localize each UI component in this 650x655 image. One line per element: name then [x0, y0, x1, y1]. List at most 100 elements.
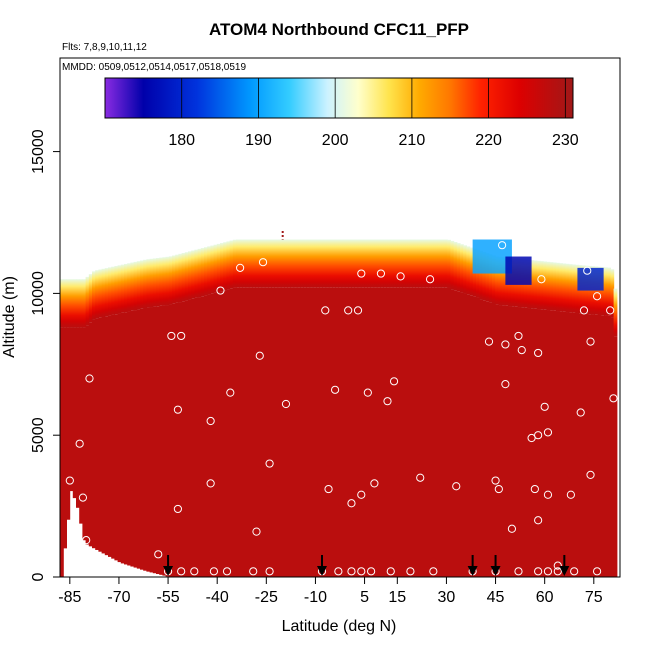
heat-cell-upper: [604, 267, 608, 316]
heat-cell-upper: [117, 265, 122, 314]
heat-cell-body: [572, 312, 576, 577]
heat-cell-upper: [252, 239, 256, 288]
heat-cell-upper: [280, 239, 285, 288]
heat-cell-upper: [482, 251, 487, 301]
colorbar-tick-label: 220: [475, 132, 502, 149]
heat-cell-body: [424, 287, 429, 577]
heat-cell-upper: [469, 247, 474, 296]
heat-cell-body: [389, 287, 394, 577]
heat-cell-upper: [60, 279, 64, 328]
heat-cell-body: [357, 287, 362, 577]
heat-cell-upper: [501, 257, 506, 306]
heat-cell-body: [380, 287, 384, 577]
heat-cell-upper: [124, 263, 128, 313]
heat-cell-body: [568, 312, 573, 577]
heat-cell-body: [581, 313, 586, 577]
heat-cell-upper: [437, 239, 442, 288]
colorbar-gradient: [104, 77, 574, 119]
heat-cell-body: [412, 287, 416, 577]
heat-cell-upper: [338, 239, 343, 288]
heat-cell-upper: [277, 239, 282, 288]
flight-arrow-head: [490, 566, 501, 576]
sample-point: [543, 567, 553, 576]
heat-cell-upper: [136, 261, 141, 310]
heat-cell-upper: [98, 269, 103, 318]
heat-cell-upper: [344, 239, 349, 288]
heat-cell-body: [552, 310, 557, 577]
heat-cell-body: [264, 287, 269, 577]
heat-cell-body: [482, 300, 487, 577]
heat-cell-upper: [232, 239, 237, 288]
heat-cell-body: [197, 297, 202, 577]
heat-cell-body: [95, 318, 99, 550]
heat-cell-body: [88, 322, 93, 547]
sample-point: [586, 337, 595, 346]
heat-cell-body: [613, 336, 618, 577]
sample-point: [177, 331, 186, 341]
flight-arrow: [490, 555, 501, 576]
heat-cell-body: [325, 287, 330, 577]
heat-cell-body: [210, 293, 215, 577]
heat-cell-body: [450, 289, 455, 577]
heat-cell-body: [255, 287, 259, 577]
heat-cell-body: [293, 287, 298, 577]
sample-point: [514, 331, 523, 341]
heat-cell-body: [514, 306, 519, 577]
sample-point: [75, 439, 84, 448]
heat-cell-upper: [92, 271, 96, 320]
heat-cell-body: [354, 287, 359, 577]
x-tick-label: 5: [360, 589, 369, 606]
sample-points-layer: [65, 241, 618, 576]
heat-cell-body: [370, 287, 375, 577]
heat-cell-upper: [399, 239, 403, 288]
sample-point: [530, 484, 539, 494]
heat-cell-upper: [72, 279, 77, 328]
heat-cell-body: [322, 287, 327, 577]
heat-cell-body: [82, 327, 87, 541]
x-tick-label: -70: [107, 589, 130, 606]
heat-cell-upper: [460, 244, 464, 293]
sample-point: [249, 567, 258, 576]
heat-cell-body: [536, 309, 541, 577]
heat-cell-upper: [63, 279, 67, 328]
heat-cell-body: [498, 305, 503, 577]
heat-cell-body: [588, 314, 592, 577]
heat-cell-upper: [380, 239, 384, 288]
heat-cell-body: [456, 291, 461, 577]
heat-cell-upper: [130, 262, 135, 311]
heat-cell-body: [360, 287, 365, 577]
heat-cell-upper: [188, 251, 192, 300]
heat-cell-upper: [364, 239, 368, 288]
heat-cell-body: [261, 287, 266, 577]
heat-cell-body: [597, 314, 602, 577]
y-tick-label: 10000: [30, 271, 47, 316]
heat-cell-body: [428, 287, 432, 577]
heat-cell-body: [405, 287, 410, 577]
sample-point: [396, 272, 405, 281]
sample-point: [498, 241, 507, 250]
heat-cell-body: [69, 327, 74, 492]
heat-cell-body: [220, 291, 224, 577]
heat-cell-upper: [76, 279, 80, 328]
heat-cell-body: [277, 287, 282, 577]
heat-cell-upper: [95, 270, 99, 319]
heat-cell-body: [495, 304, 499, 577]
heat-cell-body: [594, 314, 599, 577]
heat-cell-upper: [386, 239, 391, 288]
heat-cell-body: [485, 301, 490, 577]
heat-cell-body: [191, 298, 195, 577]
heat-cell-upper: [543, 261, 547, 310]
heat-cell-body: [159, 305, 163, 575]
heat-cell-body: [114, 314, 119, 561]
heat-cell-upper: [415, 239, 419, 288]
heat-cell-body: [248, 287, 253, 577]
heat-cell-upper: [412, 239, 416, 288]
heat-cell-upper: [111, 266, 115, 315]
sample-point: [281, 399, 291, 409]
sample-point: [534, 431, 543, 440]
heat-cell-upper: [357, 239, 362, 288]
x-tick-label: -10: [304, 589, 327, 606]
heat-cell-upper: [402, 239, 407, 288]
heat-cell-upper: [284, 239, 288, 288]
heat-cell-upper: [268, 239, 272, 288]
